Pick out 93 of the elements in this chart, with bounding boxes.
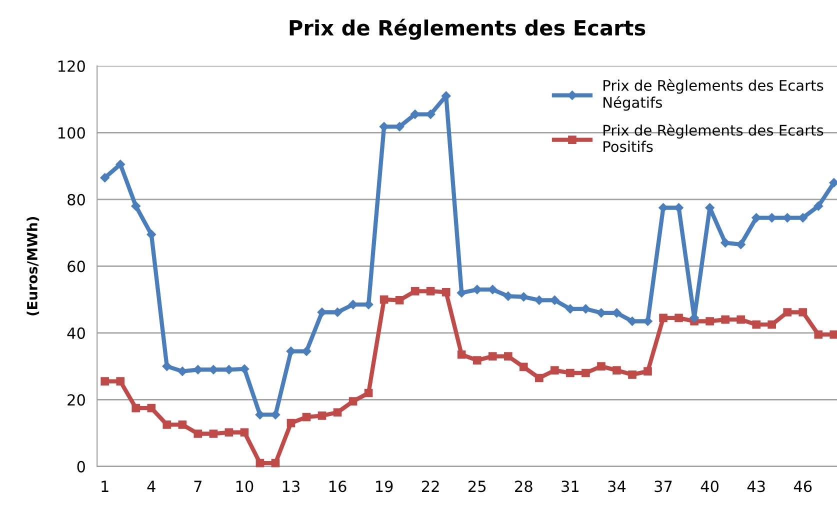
point: [209, 430, 218, 438]
point: [472, 356, 482, 364]
point: [566, 368, 574, 378]
x-tick-label: 10: [236, 480, 254, 492]
point: [178, 420, 187, 429]
point: [674, 314, 683, 322]
point: [721, 315, 730, 324]
point: [659, 314, 668, 322]
chart-title: Prix de Réglements des Ecarts: [290, 18, 646, 40]
y-tick-label: 80: [68, 194, 85, 206]
x-tick-label: 43: [747, 480, 765, 492]
point: [783, 308, 792, 316]
point: [364, 388, 373, 398]
point: [706, 317, 714, 326]
x-tick-label: 7: [194, 480, 202, 492]
x-tick-label: 4: [147, 480, 156, 492]
x-tick-label: 1: [102, 480, 108, 492]
y-tick-label: 120: [58, 60, 85, 72]
point: [644, 367, 652, 376]
point: [597, 362, 606, 370]
point: [612, 308, 622, 318]
point: [442, 288, 450, 296]
point: [410, 287, 420, 296]
y-tick-label: 60: [68, 260, 85, 272]
point: [410, 110, 420, 119]
point: [456, 288, 466, 298]
x-tick-label: 31: [562, 480, 579, 492]
point: [720, 238, 730, 248]
point: [240, 428, 249, 437]
point: [798, 308, 808, 316]
point: [162, 420, 172, 429]
point: [426, 287, 435, 296]
point: [146, 230, 156, 240]
x-tick-label: 22: [422, 480, 439, 492]
point: [519, 292, 528, 302]
point: [147, 404, 156, 412]
y-tick-label: 40: [67, 327, 85, 339]
point: [736, 315, 745, 324]
point: [395, 296, 404, 304]
point: [736, 240, 746, 250]
point: [768, 320, 776, 329]
point: [488, 352, 497, 360]
x-tick-label: 37: [654, 480, 672, 492]
point: [333, 408, 342, 417]
point: [596, 308, 606, 318]
point: [566, 304, 575, 314]
point: [178, 366, 188, 376]
point: [131, 201, 140, 211]
point: [550, 366, 559, 374]
point: [752, 320, 761, 329]
point: [256, 458, 264, 468]
y-tick-label: 20: [68, 394, 85, 406]
point: [100, 377, 110, 386]
x-tick-label: 13: [282, 480, 300, 492]
point: [628, 370, 636, 379]
x-tick-label: 25: [468, 480, 486, 492]
legend-label: Prix de Règlements des Ecarts Positifs: [604, 124, 824, 152]
point: [271, 458, 280, 468]
point: [162, 362, 172, 371]
x-tick-label: 19: [376, 480, 393, 492]
point: [286, 418, 296, 428]
point: [830, 330, 837, 339]
x-tick-label: 40: [700, 480, 719, 492]
point: [612, 366, 621, 374]
point: [379, 122, 389, 132]
point: [318, 412, 326, 420]
y-tick-label: 0: [77, 460, 85, 472]
point: [582, 368, 590, 378]
point: [224, 428, 234, 437]
x-tick-label: 46: [794, 480, 812, 492]
legend-label: Prix de Règlements des Ecarts Négatifs: [604, 79, 824, 111]
y-axis-title: (Euros/MWh): [26, 216, 40, 316]
point: [814, 201, 824, 211]
point: [488, 284, 498, 294]
point: [116, 377, 125, 386]
y-tick-label: 100: [58, 127, 85, 139]
point: [814, 330, 823, 339]
point: [302, 412, 311, 422]
point: [829, 178, 837, 188]
point: [457, 350, 466, 359]
x-tick-label: 28: [515, 480, 532, 492]
point: [194, 430, 202, 438]
point: [132, 404, 140, 412]
x-tick-label: 16: [329, 480, 346, 492]
point: [535, 374, 544, 382]
point: [348, 397, 358, 406]
point: [504, 352, 512, 360]
point: [100, 173, 110, 182]
point: [519, 362, 528, 372]
x-tick-label: 34: [608, 480, 626, 492]
point: [380, 295, 388, 304]
point: [581, 304, 590, 314]
point: [116, 160, 125, 169]
